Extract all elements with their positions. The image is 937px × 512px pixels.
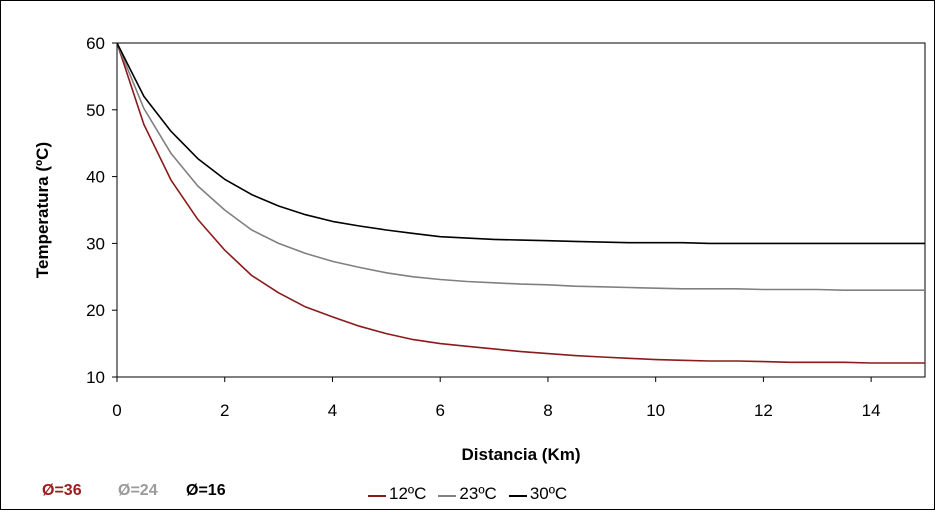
series-line-2 bbox=[116, 42, 925, 292]
y-tick-label: 60 bbox=[86, 34, 105, 53]
x-axis: 0 2 4 6 8 10 12 14 bbox=[112, 377, 881, 420]
y-tick-label: 30 bbox=[86, 234, 105, 253]
legend-swatch-30c bbox=[508, 495, 527, 497]
legend-item-30c: 30ºC bbox=[508, 484, 568, 504]
series-line-1 bbox=[116, 42, 925, 364]
x-tick-label: 14 bbox=[862, 401, 881, 420]
y-axis-title: Temperatura (ºC) bbox=[33, 142, 52, 278]
diameter-note-36: Ø=36 bbox=[42, 482, 82, 499]
y-axis: 10 20 30 40 50 60 bbox=[86, 34, 117, 387]
series-group bbox=[116, 42, 925, 364]
x-tick-label: 0 bbox=[112, 401, 121, 420]
x-tick-label: 12 bbox=[754, 401, 773, 420]
x-tick-label: 8 bbox=[543, 401, 552, 420]
x-tick-label: 6 bbox=[435, 401, 444, 420]
legend-label-12c: 12ºC bbox=[389, 484, 427, 503]
x-tick-label: 2 bbox=[220, 401, 229, 420]
x-tick-label: 4 bbox=[328, 401, 337, 420]
y-tick-label: 20 bbox=[86, 301, 105, 320]
x-tick-label: 10 bbox=[646, 401, 665, 420]
legend-swatch-12c bbox=[368, 495, 386, 497]
diameter-note-24: Ø=24 bbox=[118, 482, 158, 499]
y-tick-label: 50 bbox=[86, 101, 105, 120]
x-axis-title: Distancia (Km) bbox=[461, 445, 580, 464]
plot-area bbox=[116, 42, 926, 378]
series-line-3 bbox=[116, 42, 925, 245]
legend-label-23c: 23ºC bbox=[459, 484, 497, 503]
legend-swatch-23c bbox=[438, 495, 457, 497]
legend-label-30c: 30ºC bbox=[529, 484, 568, 503]
legend: 12ºC 23ºC 30ºC bbox=[368, 484, 579, 504]
y-tick-label: 40 bbox=[86, 168, 105, 187]
legend-item-23c: 23ºC bbox=[438, 484, 497, 504]
diameter-note-16: Ø=16 bbox=[186, 482, 226, 499]
legend-item-12c: 12ºC bbox=[368, 484, 426, 504]
y-tick-label: 10 bbox=[86, 368, 105, 387]
